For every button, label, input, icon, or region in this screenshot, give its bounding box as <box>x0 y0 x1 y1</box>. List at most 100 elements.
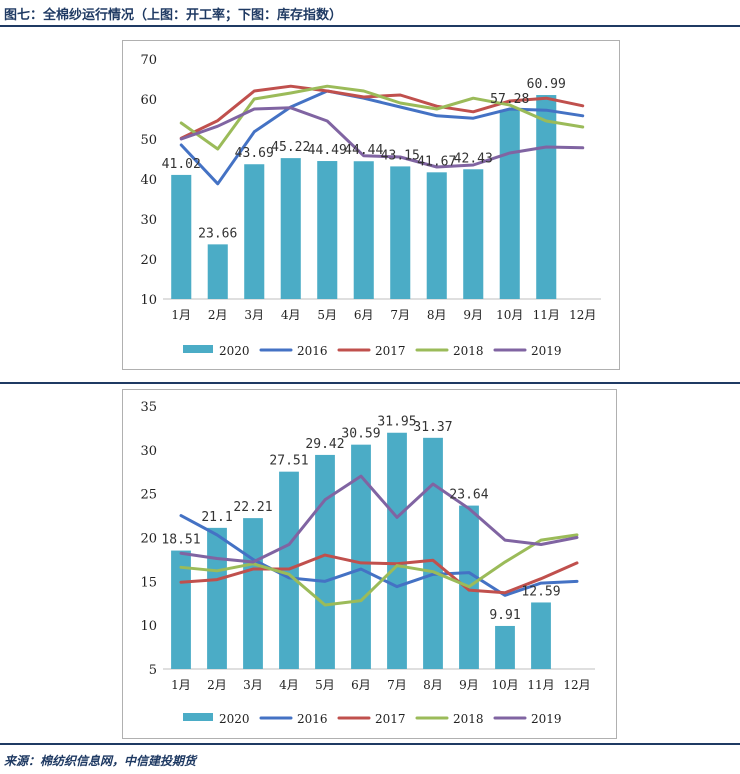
title-rule <box>0 25 740 27</box>
util-legend-label-2020: 2020 <box>219 344 250 358</box>
inv-ytick-5: 5 <box>149 663 157 678</box>
util-legend-label-2017: 2017 <box>375 344 406 358</box>
util-xtick-7: 7月 <box>390 308 410 322</box>
util-ytick-50: 50 <box>140 133 157 148</box>
util-legend-item-2018: 2018 <box>415 344 484 358</box>
inv-ytick-35: 35 <box>140 400 157 415</box>
util-ytick-20: 20 <box>140 253 157 268</box>
util-xtick-12: 12月 <box>569 308 596 322</box>
util-xtick-3: 3月 <box>244 308 264 322</box>
inv-bar-2月 <box>207 527 227 669</box>
inv-xtick-7: 7月 <box>387 678 407 692</box>
inv-bar-3月 <box>243 518 263 669</box>
util-bar-7月 <box>390 166 411 299</box>
util-bar-2月 <box>207 244 228 299</box>
util-xtick-5: 5月 <box>317 308 337 322</box>
inv-line-2018 <box>179 533 579 607</box>
util-value-label-9月: 42.43 <box>454 151 493 166</box>
util-bar-11月 <box>536 95 557 299</box>
inv-legend-label-2020: 2020 <box>219 712 250 726</box>
inv-xtick-11: 11月 <box>527 678 554 692</box>
util-value-label-7月: 43.15 <box>381 148 420 163</box>
inv-value-label-3月: 22.21 <box>233 500 272 515</box>
chart-panel-inventory: 5 10 15 20 25 30 35 18.51 21.1 22.21 27.51 29.42 30.… <box>122 389 617 739</box>
util-xtick-1: 1月 <box>171 308 191 322</box>
inv-legend-label-2016: 2016 <box>297 712 328 726</box>
util-xtick-11: 11月 <box>533 308 560 322</box>
inv-value-label-4月: 27.51 <box>269 454 308 469</box>
util-legend-swatch-2020 <box>183 345 213 353</box>
inv-legend-item-2018: 2018 <box>415 712 484 726</box>
util-ytick-30: 30 <box>140 213 157 228</box>
inv-line-2017 <box>179 553 579 595</box>
inv-xtick-2: 2月 <box>207 678 227 692</box>
util-legend-item-2020: 2020 <box>183 344 250 358</box>
util-line-2018 <box>179 84 585 151</box>
inv-xtick-5: 5月 <box>315 678 335 692</box>
inv-value-label-11月: 12.59 <box>521 584 560 599</box>
inv-xtick-1: 1月 <box>171 678 191 692</box>
inv-xtick-9: 9月 <box>459 678 479 692</box>
util-xtick-4: 4月 <box>281 308 301 322</box>
inv-ytick-15: 15 <box>140 575 157 590</box>
inv-value-label-1月: 18.51 <box>161 533 200 548</box>
inv-xtick-10: 10月 <box>491 678 518 692</box>
inv-xtick-4: 4月 <box>279 678 299 692</box>
util-ytick-10: 10 <box>140 293 157 308</box>
util-value-label-3月: 43.69 <box>235 146 274 161</box>
util-legend-label-2019: 2019 <box>531 344 562 358</box>
inv-legend-label-2018: 2018 <box>453 712 484 726</box>
util-xtick-6: 6月 <box>354 308 374 322</box>
inv-bar-1月 <box>171 550 191 669</box>
util-ytick-70: 70 <box>140 53 157 68</box>
util-xtick-8: 8月 <box>427 308 447 322</box>
util-bar-3月 <box>244 164 265 299</box>
util-value-label-6月: 44.44 <box>344 143 383 158</box>
util-xtick-10: 10月 <box>496 308 523 322</box>
inv-value-label-9月: 23.64 <box>449 488 488 503</box>
util-bar-5月 <box>317 161 338 299</box>
inv-line-2019 <box>179 474 579 564</box>
inv-value-label-8月: 31.37 <box>413 420 452 435</box>
util-legend-item-2016: 2016 <box>259 344 328 358</box>
inv-legend-swatch-2020 <box>183 713 213 721</box>
inv-xtick-6: 6月 <box>351 678 371 692</box>
util-legend-label-2016: 2016 <box>297 344 328 358</box>
inv-value-label-2月: 21.1 <box>201 510 232 525</box>
inv-value-label-6月: 30.59 <box>341 427 380 442</box>
inv-legend-label-2019: 2019 <box>531 712 562 726</box>
util-legend-item-2019: 2019 <box>493 344 562 358</box>
util-bar-8月 <box>426 172 447 299</box>
utilization-chart: 1020304050607041.0223.6643.6945.2244.494… <box>140 53 601 358</box>
util-value-label-1月: 41.02 <box>162 157 201 172</box>
source-note: 来源：棉纺织信息网，中信建投期货 <box>4 754 197 768</box>
util-legend-label-2018: 2018 <box>453 344 484 358</box>
util-legend-item-2017: 2017 <box>337 344 406 358</box>
inv-ytick-30: 30 <box>140 444 157 459</box>
util-xtick-9: 9月 <box>463 308 483 322</box>
figure-title: 图七：全棉纱运行情况（上图：开工率；下图：库存指数） <box>4 8 343 23</box>
inv-legend-label-2017: 2017 <box>375 712 406 726</box>
util-bar-1月 <box>171 174 192 299</box>
inv-bar-10月 <box>495 625 515 669</box>
util-value-label-4月: 45.22 <box>271 140 310 155</box>
util-value-label-2月: 23.66 <box>198 226 237 241</box>
middle-rule <box>0 382 740 384</box>
util-line-2019 <box>179 106 585 169</box>
util-value-label-10月: 57.28 <box>490 92 529 107</box>
util-value-label-8月: 41.67 <box>417 154 456 169</box>
util-bar-9月 <box>463 169 484 299</box>
inv-legend-item-2019: 2019 <box>493 712 562 726</box>
util-ytick-40: 40 <box>140 173 157 188</box>
inv-xtick-12: 12月 <box>563 678 590 692</box>
bottom-rule <box>0 743 740 745</box>
inv-bar-5月 <box>315 454 335 669</box>
inv-ytick-20: 20 <box>140 532 157 547</box>
util-bar-6月 <box>353 161 374 299</box>
inv-ytick-25: 25 <box>140 488 157 503</box>
inv-ytick-10: 10 <box>140 619 157 634</box>
inv-value-label-5月: 29.42 <box>305 437 344 452</box>
inv-xtick-8: 8月 <box>423 678 443 692</box>
util-value-label-5月: 44.49 <box>308 143 347 158</box>
